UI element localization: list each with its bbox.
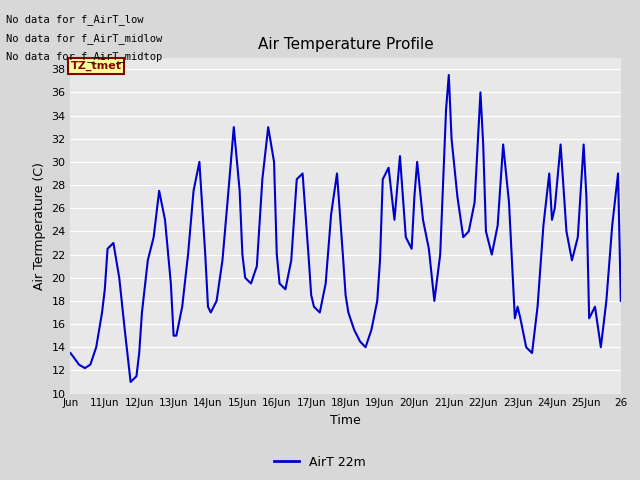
Text: No data for f_AirT_low: No data for f_AirT_low: [6, 14, 144, 25]
Text: TZ_tmet: TZ_tmet: [70, 61, 122, 72]
Text: No data for f_AirT_midlow: No data for f_AirT_midlow: [6, 33, 163, 44]
X-axis label: Time: Time: [330, 414, 361, 427]
Title: Air Temperature Profile: Air Temperature Profile: [258, 37, 433, 52]
Legend: AirT 22m: AirT 22m: [269, 451, 371, 474]
Y-axis label: Air Termperature (C): Air Termperature (C): [33, 162, 45, 289]
Text: No data for f_AirT_midtop: No data for f_AirT_midtop: [6, 51, 163, 62]
